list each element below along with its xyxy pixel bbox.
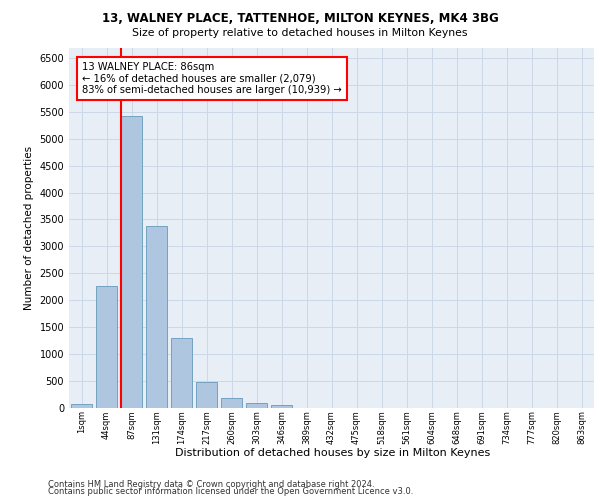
Text: Contains HM Land Registry data © Crown copyright and database right 2024.: Contains HM Land Registry data © Crown c… <box>48 480 374 489</box>
Text: 13 WALNEY PLACE: 86sqm
← 16% of detached houses are smaller (2,079)
83% of semi-: 13 WALNEY PLACE: 86sqm ← 16% of detached… <box>82 62 342 95</box>
Text: 13, WALNEY PLACE, TATTENHOE, MILTON KEYNES, MK4 3BG: 13, WALNEY PLACE, TATTENHOE, MILTON KEYN… <box>101 12 499 26</box>
Bar <box>121 116 142 408</box>
Bar <box>221 398 242 407</box>
Text: Distribution of detached houses by size in Milton Keynes: Distribution of detached houses by size … <box>175 448 491 458</box>
Text: Size of property relative to detached houses in Milton Keynes: Size of property relative to detached ho… <box>132 28 468 38</box>
Bar <box>271 404 292 407</box>
Bar <box>196 382 217 407</box>
Bar <box>71 404 92 407</box>
Y-axis label: Number of detached properties: Number of detached properties <box>24 146 34 310</box>
Bar <box>246 403 267 407</box>
Bar <box>146 226 167 408</box>
Bar <box>171 338 192 407</box>
Text: Contains public sector information licensed under the Open Government Licence v3: Contains public sector information licen… <box>48 487 413 496</box>
Bar <box>96 286 117 408</box>
